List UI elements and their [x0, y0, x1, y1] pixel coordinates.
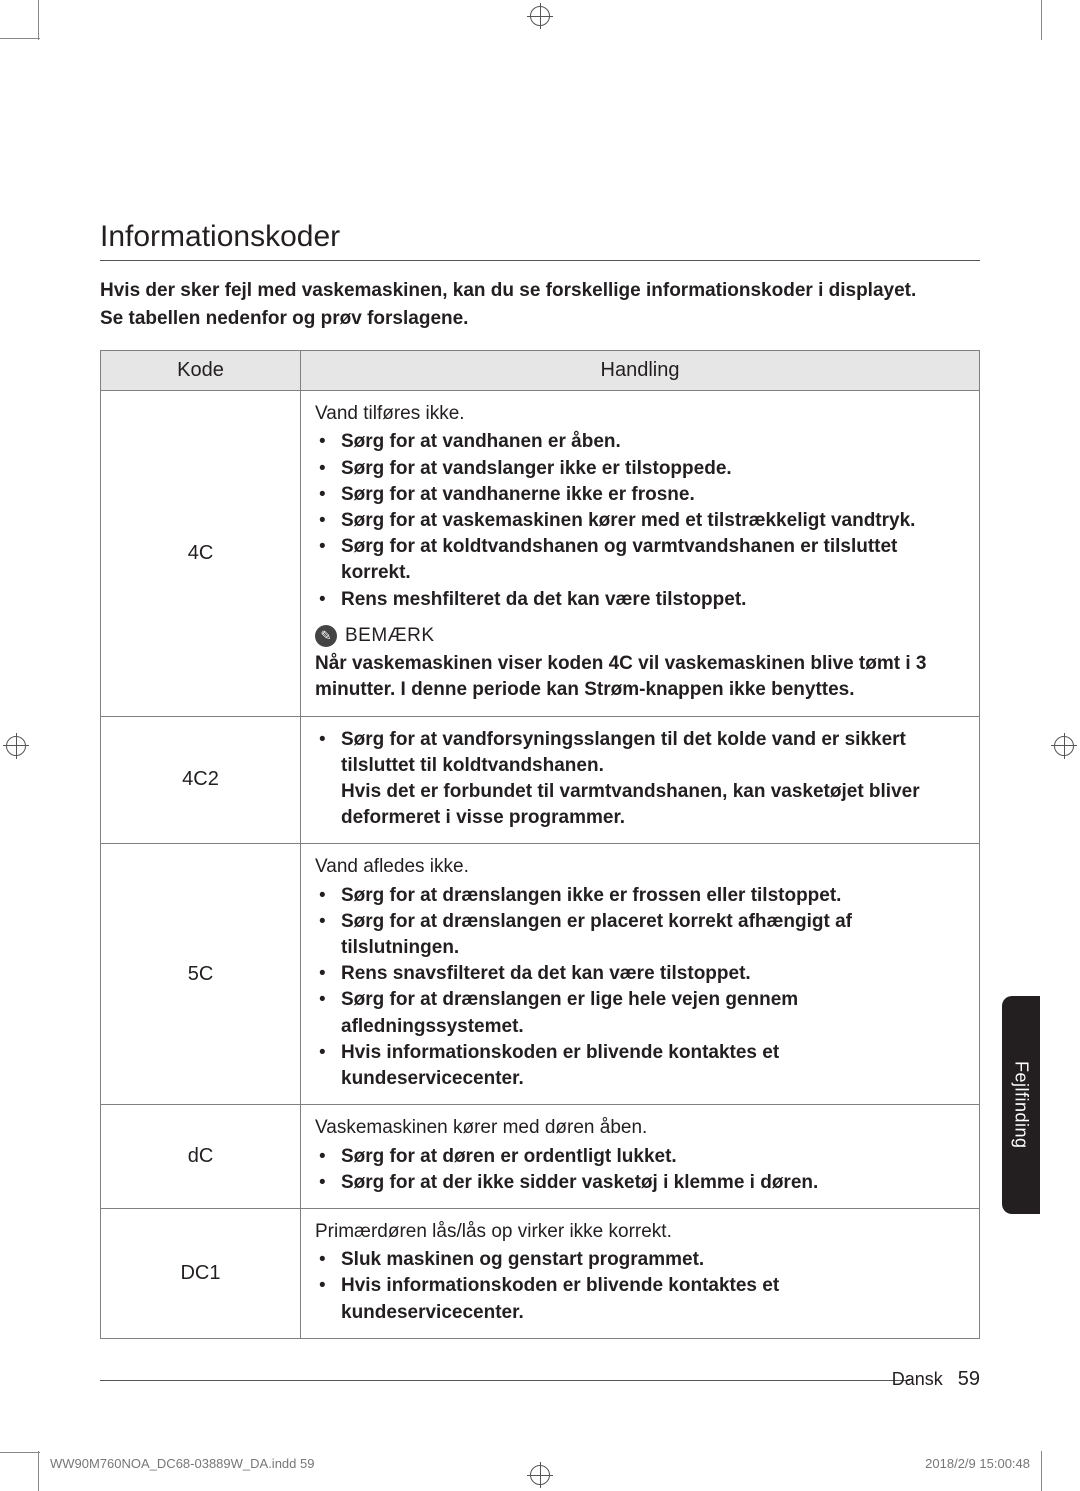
note-body: Når vaskemaskinen viser koden 4C vil vas…	[315, 651, 965, 703]
list-item: Rens meshfilteret da det kan være tilsto…	[337, 587, 965, 613]
footer-language: Dansk	[892, 1369, 943, 1389]
list-item: Hvis informationskoden er blivende konta…	[337, 1040, 965, 1092]
code-cell: 5C	[101, 844, 301, 1105]
page-footer: Dansk 59	[892, 1368, 980, 1391]
list-item: Hvis informationskoden er blivende konta…	[337, 1273, 965, 1325]
lead-text: Primærdøren lås/lås op virker ikke korre…	[315, 1219, 965, 1245]
list-item: Sørg for at vandhanerne ikke er frosne.	[337, 482, 965, 508]
action-cell: Vand afledes ikke. Sørg for at drænslang…	[301, 844, 980, 1105]
code-cell: DC1	[101, 1209, 301, 1339]
crop-mark	[38, 1451, 39, 1491]
crop-mark	[38, 0, 39, 40]
registration-mark-icon	[1054, 736, 1074, 756]
table-row: 4C Vand tilføres ikke. Sørg for at vandh…	[101, 391, 980, 716]
table-row: 5C Vand afledes ikke. Sørg for at drænsl…	[101, 844, 980, 1105]
table-row: DC1 Primærdøren lås/lås op virker ikke k…	[101, 1209, 980, 1339]
registration-mark-icon	[530, 6, 550, 26]
list-item: Sørg for at drænslangen er placeret korr…	[337, 909, 965, 961]
code-cell: 4C2	[101, 716, 301, 844]
registration-mark-icon	[6, 736, 26, 756]
footer-page-number: 59	[958, 1368, 980, 1390]
page-content: Informationskoder Hvis der sker fejl med…	[100, 220, 980, 1339]
list-item: Sørg for at drænslangen ikke er frossen …	[337, 883, 965, 909]
action-cell: Vand tilføres ikke. Sørg for at vandhane…	[301, 391, 980, 716]
print-meta-filename: WW90M760NOA_DC68-03889W_DA.indd 59	[50, 1456, 314, 1471]
lead-text: Vaskemaskinen kører med døren åben.	[315, 1115, 965, 1141]
bullet-list: Sørg for at vandhanen er åben. Sørg for …	[315, 429, 965, 613]
intro-line: Se tabellen nedenfor og prøv forslagene.	[100, 308, 468, 329]
table-header-code: Kode	[101, 351, 301, 391]
bullet-list: Sørg for at vandforsyningsslangen til de…	[315, 727, 965, 832]
list-item: Sørg for at vaskemaskinen kører med et t…	[337, 508, 965, 534]
list-item: Sørg for at vandslanger ikke er tilstopp…	[337, 456, 965, 482]
footer-rule	[100, 1380, 910, 1381]
list-item: Sørg for at døren er ordentligt lukket.	[337, 1144, 965, 1170]
lead-text: Vand afledes ikke.	[315, 854, 965, 880]
list-item: Rens snavsfilteret da det kan være tilst…	[337, 961, 965, 987]
list-item: Sørg for at vandhanen er åben.	[337, 429, 965, 455]
section-tab: Fejlfinding	[1002, 996, 1040, 1214]
section-title: Informationskoder	[100, 220, 980, 261]
list-item: Sluk maskinen og genstart programmet.	[337, 1247, 965, 1273]
section-tab-label: Fejlfinding	[1011, 1061, 1032, 1149]
lead-text: Vand tilføres ikke.	[315, 401, 965, 427]
action-cell: Primærdøren lås/lås op virker ikke korre…	[301, 1209, 980, 1339]
list-item: Sørg for at vandforsyningsslangen til de…	[337, 727, 965, 832]
bullet-list: Sørg for at drænslangen ikke er frossen …	[315, 883, 965, 1093]
note-icon: ✎	[315, 625, 337, 647]
table-row: dC Vaskemaskinen kører med døren åben. S…	[101, 1105, 980, 1209]
crop-mark	[0, 38, 40, 39]
code-cell: 4C	[101, 391, 301, 716]
bullet-list: Sørg for at døren er ordentligt lukket. …	[315, 1144, 965, 1196]
registration-mark-icon	[530, 1465, 550, 1485]
crop-mark	[1041, 1451, 1042, 1491]
intro-line: Hvis der sker fejl med vaskemaskinen, ka…	[100, 280, 916, 301]
print-meta-timestamp: 2018/2/9 15:00:48	[925, 1456, 1030, 1471]
note-block: ✎ BEMÆRK Når vaskemaskinen viser koden 4…	[315, 623, 965, 704]
list-item: Sørg for at koldtvandshanen og varmtvand…	[337, 534, 965, 586]
table-row: 4C2 Sørg for at vandforsyningsslangen ti…	[101, 716, 980, 844]
code-cell: dC	[101, 1105, 301, 1209]
note-label: BEMÆRK	[345, 623, 435, 649]
action-cell: Vaskemaskinen kører med døren åben. Sørg…	[301, 1105, 980, 1209]
info-codes-table: Kode Handling 4C Vand tilføres ikke. Sør…	[100, 350, 980, 1339]
list-item: Sørg for at drænslangen er lige hele vej…	[337, 987, 965, 1039]
crop-mark	[1041, 0, 1042, 40]
bullet-list: Sluk maskinen og genstart programmet. Hv…	[315, 1247, 965, 1326]
action-cell: Sørg for at vandforsyningsslangen til de…	[301, 716, 980, 844]
list-item: Sørg for at der ikke sidder vasketøj i k…	[337, 1170, 965, 1196]
crop-mark	[0, 1452, 40, 1453]
intro-text: Hvis der sker fejl med vaskemaskinen, ka…	[100, 277, 980, 332]
table-header-action: Handling	[301, 351, 980, 391]
